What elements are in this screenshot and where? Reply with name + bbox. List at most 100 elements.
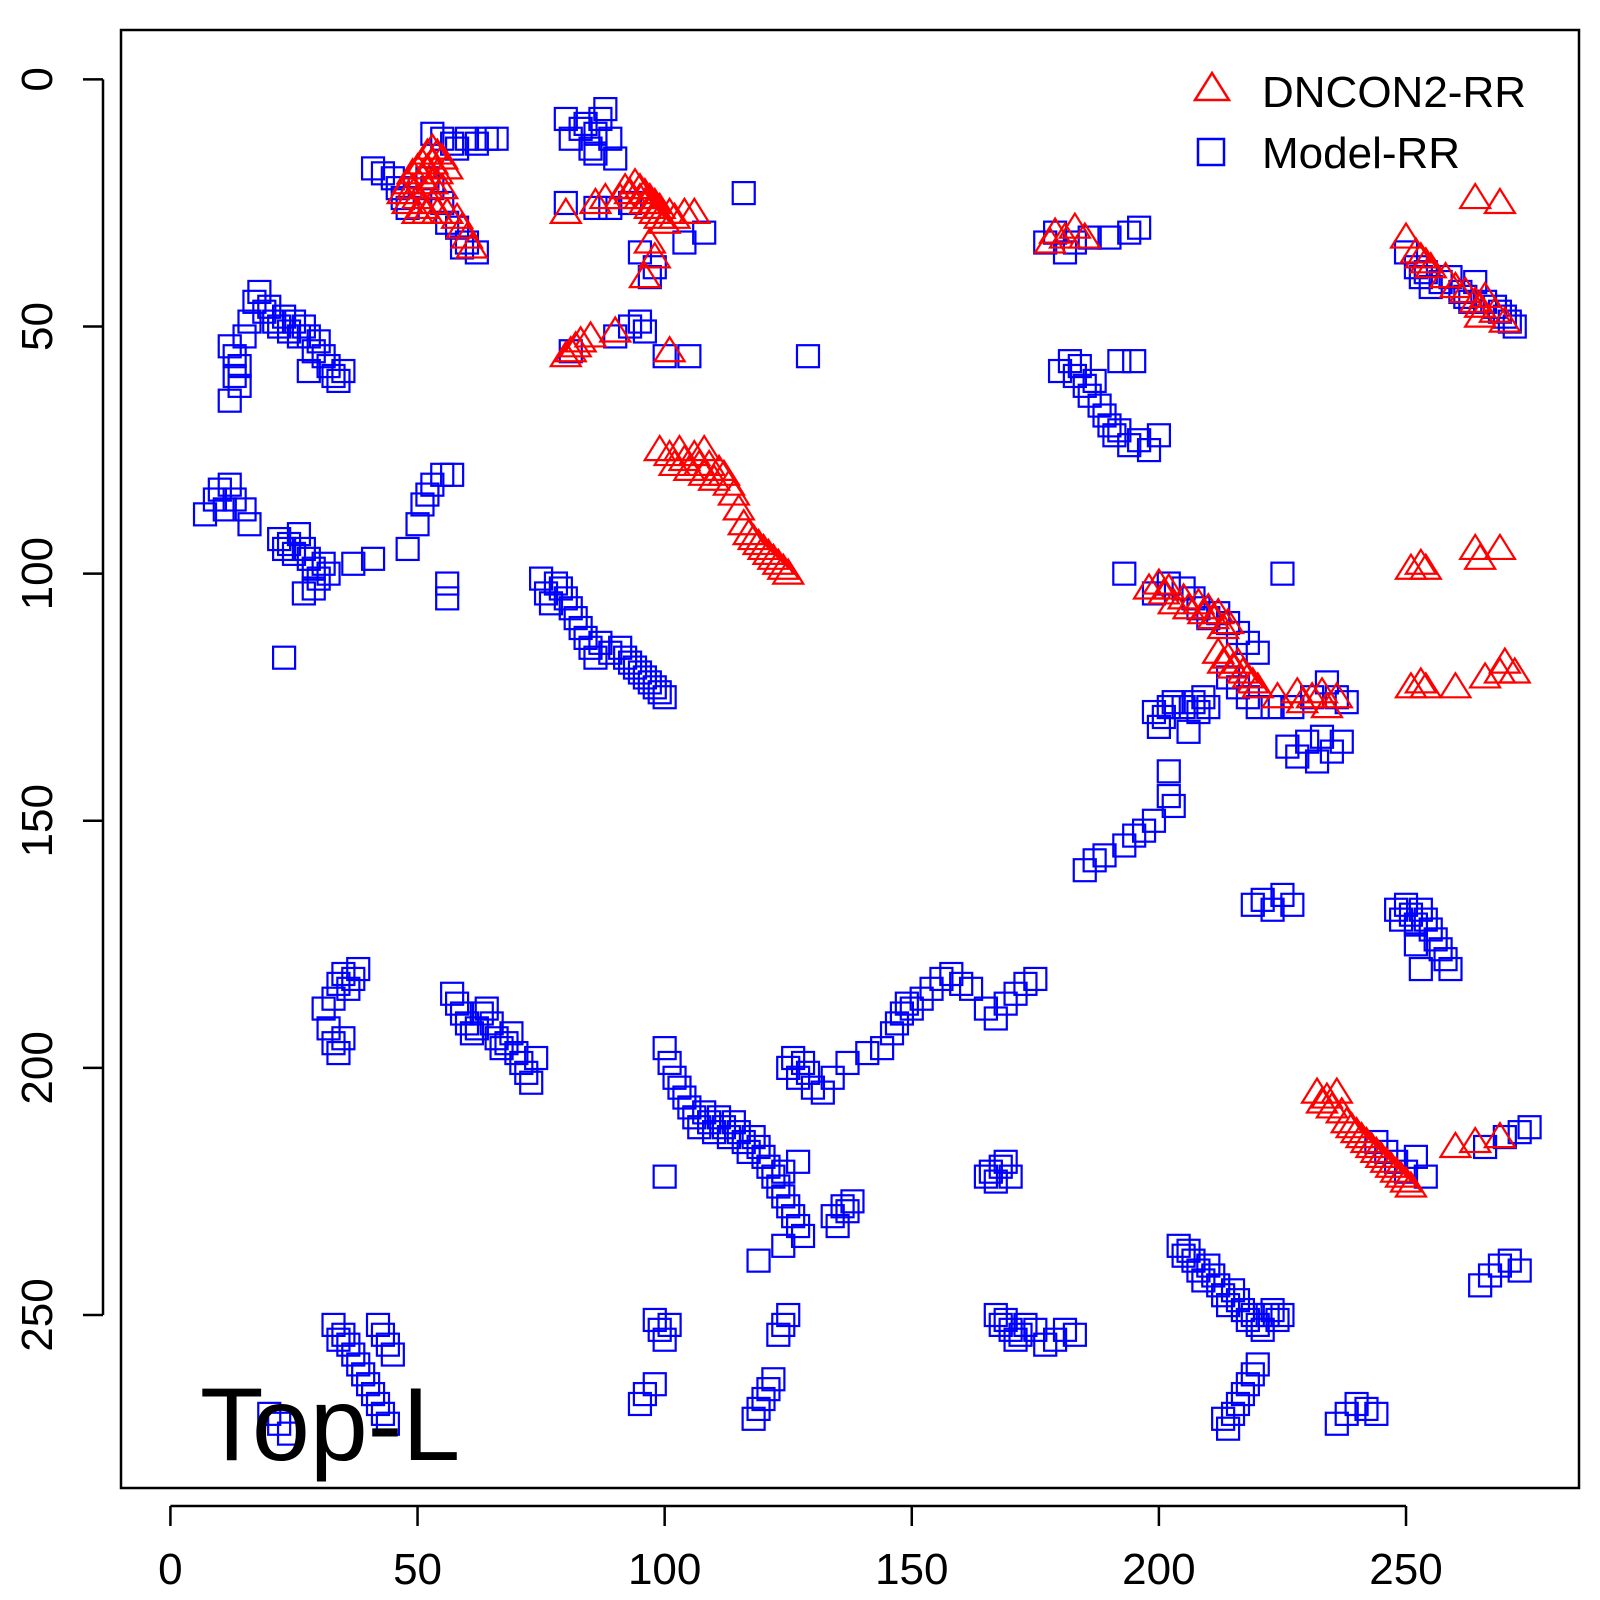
- model-rr-point: [608, 635, 633, 660]
- model-rr-point: [622, 655, 648, 680]
- model-rr-point: [731, 180, 756, 206]
- model-rr-point: [1107, 349, 1132, 374]
- model-rr-point: [321, 363, 346, 389]
- model-rr-point: [1146, 423, 1171, 448]
- model-rr-point: [973, 1164, 999, 1189]
- model-rr-point: [1403, 932, 1429, 957]
- model-rr-point: [1013, 1312, 1038, 1338]
- model-rr-point: [1245, 1352, 1270, 1377]
- model-rr-point: [682, 1105, 707, 1130]
- dncon2-rr-point: [1487, 305, 1522, 333]
- model-rr-point: [271, 645, 297, 670]
- dncon2-rr-point: [1482, 532, 1517, 561]
- model-rr-point: [1250, 887, 1275, 912]
- dncon2-rr-point: [1206, 611, 1241, 640]
- model-rr-point: [1062, 1322, 1087, 1347]
- model-rr-point: [721, 1110, 746, 1135]
- model-rr-point: [296, 324, 321, 349]
- model-rr-point: [331, 961, 356, 987]
- model-rr-point: [652, 1164, 677, 1189]
- model-rr-point: [360, 156, 386, 181]
- model-rr-point: [761, 1367, 786, 1392]
- model-rr-point: [420, 121, 445, 146]
- model-rr-point: [267, 314, 292, 339]
- dncon2-rr-point: [1235, 666, 1270, 694]
- model-rr-point: [341, 966, 366, 992]
- model-rr-point: [929, 966, 954, 992]
- model-rr-point: [820, 1204, 845, 1229]
- model-rr-point: [1201, 1263, 1226, 1288]
- model-rr-point: [1107, 418, 1132, 443]
- model-rr-point: [627, 660, 653, 685]
- model-rr-point: [835, 1050, 860, 1076]
- dncon2-rr-point: [1171, 592, 1206, 620]
- model-rr-point: [894, 991, 919, 1016]
- dncon2-rr-point: [1393, 1170, 1428, 1198]
- dncon2-rr-point: [578, 186, 613, 215]
- model-rr-point: [889, 1001, 914, 1026]
- model-rr-point: [331, 1322, 356, 1347]
- model-rr-point: [978, 1159, 1003, 1184]
- model-rr-point: [192, 502, 218, 527]
- model-rr-point: [672, 1085, 697, 1110]
- dncon2-rr-point: [1314, 1091, 1349, 1119]
- model-rr-point: [1270, 1302, 1295, 1328]
- model-rr-point: [232, 324, 257, 349]
- x-tick-label: 200: [1122, 1545, 1195, 1594]
- model-rr-point: [781, 1045, 806, 1071]
- model-rr-point: [1398, 902, 1424, 927]
- model-rr-point: [795, 1060, 821, 1085]
- dncon2-rr-point: [1211, 607, 1246, 635]
- model-rr-point: [1354, 1396, 1379, 1422]
- model-rr-point: [1191, 1268, 1216, 1293]
- dncon2-rr-point: [1038, 216, 1073, 244]
- model-rr-point: [1403, 1144, 1429, 1169]
- dncon2-rr-point: [771, 557, 806, 585]
- model-rr-point: [276, 1421, 302, 1446]
- model-rr-point: [306, 566, 331, 591]
- model-rr-point: [751, 1144, 776, 1169]
- model-rr-point: [227, 373, 252, 398]
- model-rr-point: [706, 1105, 732, 1130]
- dncon2-rr-point: [1260, 681, 1295, 709]
- model-rr-point: [1438, 956, 1463, 982]
- dncon2-rr-point: [627, 261, 662, 289]
- model-rr-point: [613, 645, 638, 670]
- model-rr-point: [538, 591, 564, 616]
- model-rr-point: [756, 1377, 781, 1402]
- model-rr-point: [1023, 1317, 1048, 1342]
- model-rr-point: [662, 1065, 687, 1090]
- model-rr-point: [909, 986, 934, 1011]
- model-rr-point: [820, 1065, 845, 1090]
- model-rr-point: [1309, 724, 1335, 749]
- model-rr-point: [1072, 858, 1097, 883]
- model-rr-point: [647, 1317, 672, 1342]
- model-rr-point: [267, 526, 292, 552]
- model-rr-point: [825, 1213, 850, 1239]
- model-rr-point: [1023, 966, 1048, 992]
- dncon2-rr-point: [1309, 691, 1344, 719]
- model-rr-point: [351, 1362, 376, 1387]
- model-rr-point: [627, 1391, 653, 1417]
- dncon2-rr-point: [420, 137, 455, 165]
- model-rr-point: [207, 477, 232, 502]
- dncon2-rr-point: [395, 157, 430, 185]
- model-rr-point: [1393, 892, 1419, 917]
- model-rr-point: [524, 1045, 549, 1071]
- dncon2-rr-point: [1319, 681, 1354, 709]
- plot-frame: [119, 28, 1581, 1490]
- y-tick-label: 100: [13, 537, 62, 610]
- model-rr-point: [1156, 759, 1181, 784]
- model-rr-point: [692, 1100, 717, 1125]
- model-rr-point: [563, 606, 588, 631]
- model-rr-point: [800, 1075, 826, 1100]
- model-rr-point: [454, 126, 480, 151]
- axes-layer: 0 50 100 150 200 250 0 50 100 150 200 250: [13, 67, 1443, 1594]
- model-rr-point: [336, 1332, 361, 1357]
- dncon2-rr-point: [642, 434, 677, 462]
- model-rr-point: [1008, 1322, 1033, 1347]
- model-rr-point: [949, 971, 974, 996]
- model-rr-point: [1507, 1120, 1532, 1145]
- points-layer: [192, 96, 1542, 1446]
